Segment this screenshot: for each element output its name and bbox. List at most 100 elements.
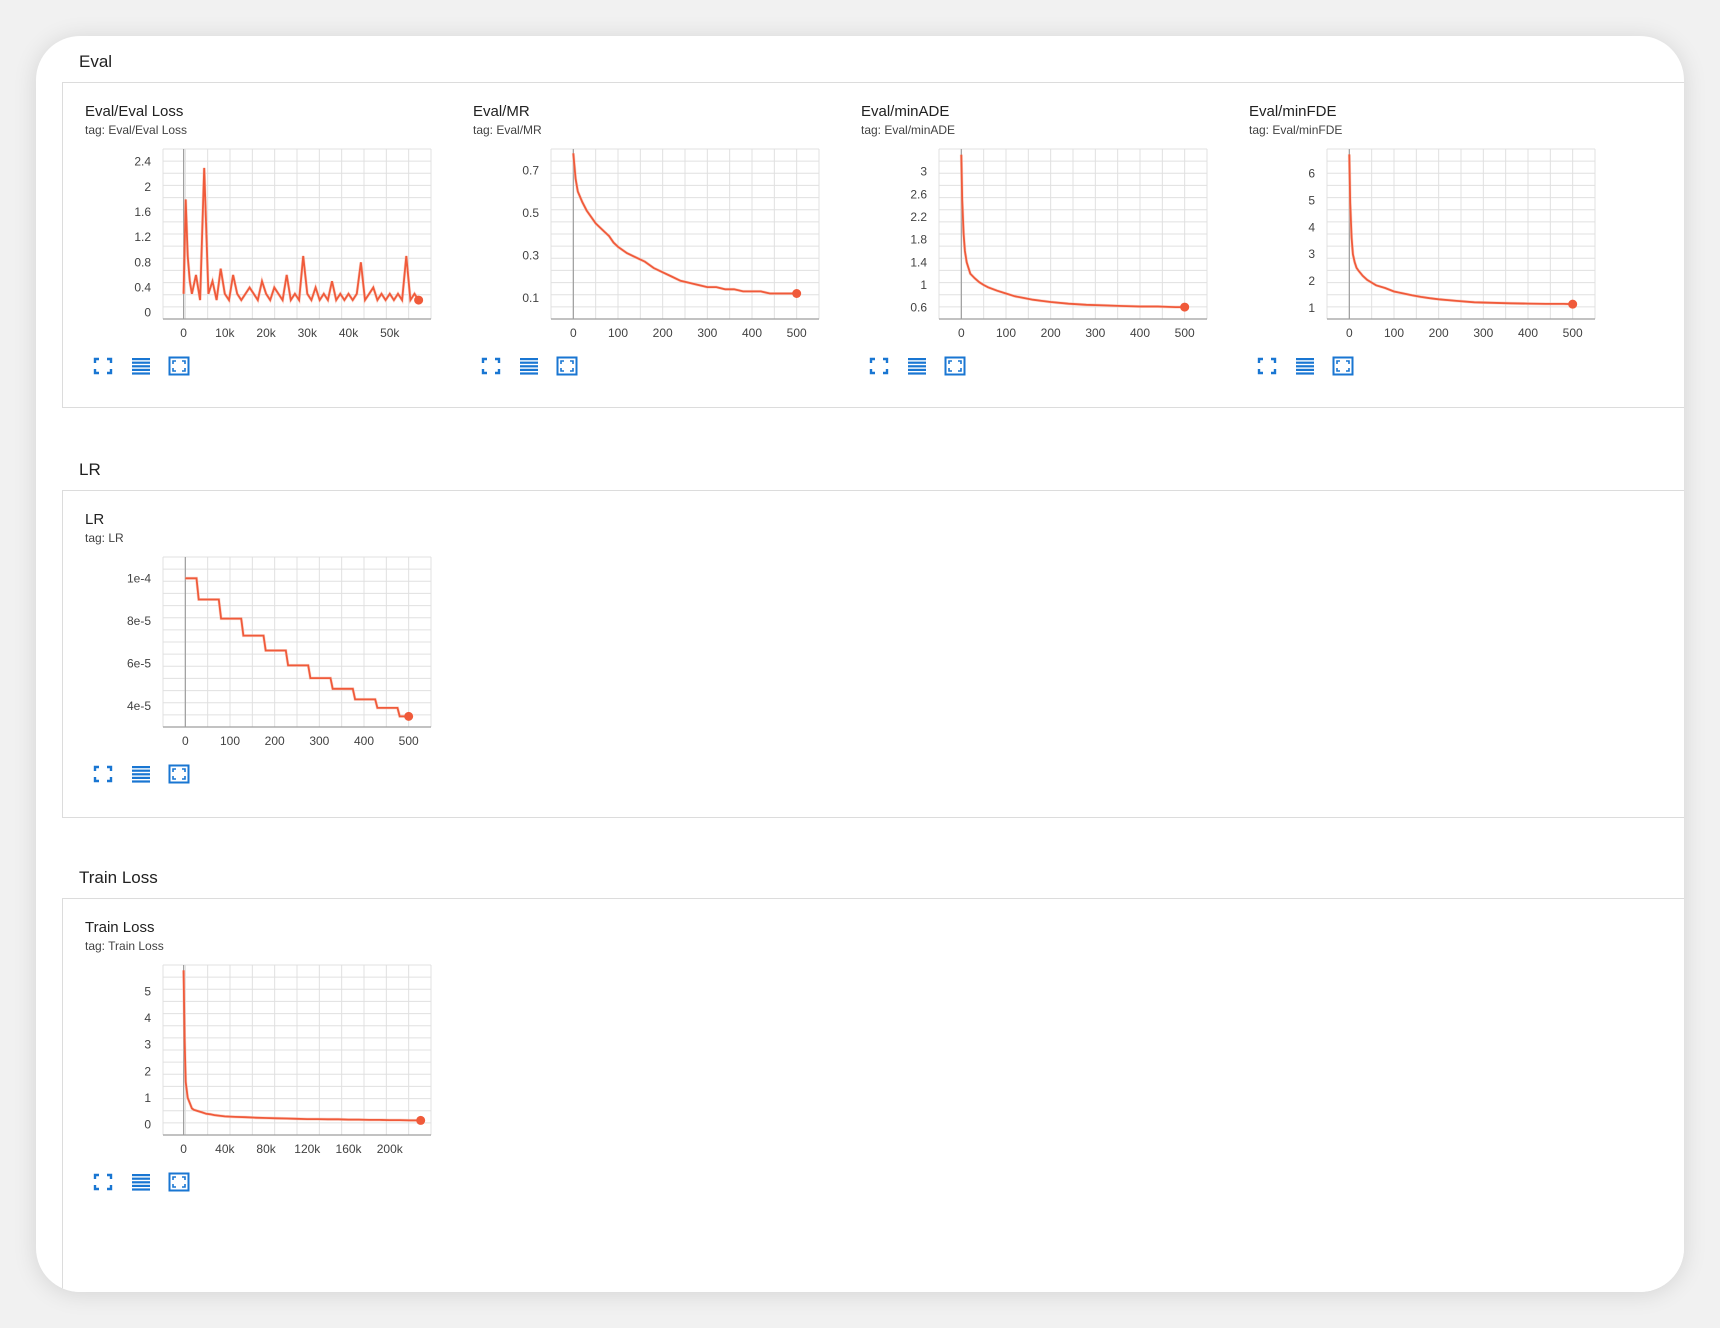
x-tick-label: 300 bbox=[309, 734, 329, 748]
data-table-icon[interactable] bbox=[905, 355, 929, 377]
chart-toolbar bbox=[867, 355, 967, 377]
series-end-point bbox=[404, 711, 414, 721]
fit-to-screen-icon[interactable] bbox=[91, 355, 115, 377]
series-line bbox=[572, 153, 797, 295]
x-tick-label: 80k bbox=[256, 1142, 276, 1156]
x-tick-label: 20k bbox=[256, 326, 276, 340]
line-chart[interactable]: 0 40k 80k 120k 160k 200k 0 1 2 3 4 5 bbox=[63, 899, 443, 1169]
line-chart[interactable]: 0 100 200 300 400 500 4e-5 6e-5 8e-5 1e-4 bbox=[63, 491, 443, 761]
chart-toolbar bbox=[91, 1171, 191, 1193]
x-tick-label: 50k bbox=[380, 326, 400, 340]
y-tick-label: 0 bbox=[144, 306, 151, 320]
x-tick-label: 200 bbox=[1429, 326, 1449, 340]
chart-card: Eval/minFDE tag: Eval/minFDE 0 100 200 300 400… bbox=[1227, 83, 1607, 403]
fit-domain-icon[interactable] bbox=[167, 355, 191, 377]
x-tick-label: 0 bbox=[570, 326, 577, 340]
y-tick-label: 3 bbox=[920, 165, 927, 179]
fit-domain-icon[interactable] bbox=[167, 763, 191, 785]
y-tick-label: 6 bbox=[1308, 166, 1315, 180]
section-title-train-loss[interactable]: Train Loss bbox=[79, 868, 158, 887]
series-end-point bbox=[416, 1115, 426, 1125]
y-tick-label: 4 bbox=[1308, 220, 1315, 234]
x-tick-label: 0 bbox=[182, 734, 189, 748]
x-tick-label: 200 bbox=[265, 734, 285, 748]
y-tick-label: 1 bbox=[920, 278, 927, 292]
y-tick-label: 0.1 bbox=[522, 291, 539, 305]
y-tick-label: 6e-5 bbox=[127, 656, 151, 670]
chart-tag: tag: Train Loss bbox=[85, 939, 164, 953]
chart-toolbar bbox=[1255, 355, 1355, 377]
section-title-lr[interactable]: LR bbox=[79, 460, 101, 479]
x-tick-label: 100 bbox=[220, 734, 240, 748]
line-chart[interactable]: 0 100 200 300 400 500 0.6 1 1.4 1.8 2.2 2.6 3 bbox=[839, 83, 1219, 353]
fit-domain-icon[interactable] bbox=[1331, 355, 1355, 377]
x-tick-label: 400 bbox=[742, 326, 762, 340]
x-tick-label: 400 bbox=[1130, 326, 1150, 340]
x-tick-label: 40k bbox=[339, 326, 359, 340]
y-tick-label: 3 bbox=[144, 1038, 151, 1052]
chart-tag: tag: Eval/MR bbox=[473, 123, 542, 137]
x-tick-label: 500 bbox=[787, 326, 807, 340]
data-table-icon[interactable] bbox=[129, 763, 153, 785]
fit-to-screen-icon[interactable] bbox=[91, 1171, 115, 1193]
chart-tag: tag: Eval/minFDE bbox=[1249, 123, 1343, 137]
data-table-icon[interactable] bbox=[129, 355, 153, 377]
y-tick-label: 0 bbox=[144, 1117, 151, 1131]
fit-domain-icon[interactable] bbox=[943, 355, 967, 377]
data-table-icon[interactable] bbox=[1293, 355, 1317, 377]
x-tick-label: 300 bbox=[1085, 326, 1105, 340]
chart-title: Eval/minADE bbox=[861, 103, 950, 120]
x-tick-label: 0 bbox=[180, 326, 187, 340]
fit-domain-icon[interactable] bbox=[555, 355, 579, 377]
y-tick-label: 1.2 bbox=[134, 230, 151, 244]
x-tick-label: 160k bbox=[336, 1142, 363, 1156]
x-tick-label: 10k bbox=[215, 326, 235, 340]
series-line bbox=[1348, 154, 1573, 306]
x-tick-label: 30k bbox=[298, 326, 318, 340]
y-tick-label: 3 bbox=[1308, 247, 1315, 261]
series-end-point bbox=[792, 289, 802, 298]
chart-tag: tag: LR bbox=[85, 531, 124, 545]
y-tick-label: 2.6 bbox=[910, 187, 927, 201]
series-line bbox=[185, 577, 409, 718]
series-end-point bbox=[1180, 302, 1190, 312]
y-tick-label: 2.2 bbox=[910, 210, 927, 224]
fit-domain-icon[interactable] bbox=[167, 1171, 191, 1193]
data-table-icon[interactable] bbox=[129, 1171, 153, 1193]
y-tick-label: 8e-5 bbox=[127, 614, 151, 628]
y-tick-label: 2 bbox=[144, 180, 151, 194]
fit-to-screen-icon[interactable] bbox=[1255, 355, 1279, 377]
fit-to-screen-icon[interactable] bbox=[867, 355, 891, 377]
chart-card: LR tag: LR 0 100 200 300 400 500 4e-5 6e-5 8e-5 1e-… bbox=[63, 491, 443, 811]
chart-card: Train Loss tag: Train Loss 0 40k 80k 120k 160k… bbox=[63, 899, 443, 1219]
fit-to-screen-icon[interactable] bbox=[479, 355, 503, 377]
series-line bbox=[960, 154, 1185, 308]
line-chart[interactable]: 0 100 200 300 400 500 1 2 3 4 5 6 bbox=[1227, 83, 1607, 353]
series-line bbox=[182, 970, 421, 1122]
series-line bbox=[182, 167, 420, 303]
data-table-icon[interactable] bbox=[517, 355, 541, 377]
x-tick-label: 500 bbox=[1563, 326, 1583, 340]
y-tick-label: 1 bbox=[1308, 301, 1315, 315]
y-tick-label: 0.6 bbox=[910, 301, 927, 315]
x-tick-label: 120k bbox=[294, 1142, 321, 1156]
line-chart[interactable]: 0 10k 20k 30k 40k 50k 0 0.4 0.8 1.2 1.6 2 2.4 bbox=[63, 83, 443, 353]
y-tick-label: 1.8 bbox=[910, 233, 927, 247]
y-tick-label: 0.3 bbox=[522, 248, 539, 262]
fit-to-screen-icon[interactable] bbox=[91, 763, 115, 785]
chart-title: LR bbox=[85, 511, 105, 528]
x-tick-label: 500 bbox=[399, 734, 419, 748]
section-title-eval[interactable]: Eval bbox=[79, 52, 113, 71]
chart-title: Eval/Eval Loss bbox=[85, 103, 184, 120]
x-tick-label: 300 bbox=[697, 326, 717, 340]
line-chart[interactable]: 0 100 200 300 400 500 0.1 0.3 0.5 0.7 bbox=[451, 83, 831, 353]
x-tick-label: 200k bbox=[377, 1142, 404, 1156]
y-tick-label: 0.5 bbox=[522, 206, 539, 220]
chart-card: Eval/Eval Loss tag: Eval/Eval Loss 0 10k 20k… bbox=[63, 83, 443, 403]
section-lr-body: LR tag: LR 0 100 200 300 400 500 4e-5 6e-5 8e-5 1e-… bbox=[62, 490, 1684, 818]
series-end-point bbox=[1568, 299, 1578, 309]
section-eval-body: Eval/Eval Loss tag: Eval/Eval Loss 0 10k 20k… bbox=[62, 82, 1684, 408]
chart-tag: tag: Eval/minADE bbox=[861, 123, 956, 137]
chart-toolbar bbox=[91, 355, 191, 377]
x-tick-label: 500 bbox=[1175, 326, 1195, 340]
